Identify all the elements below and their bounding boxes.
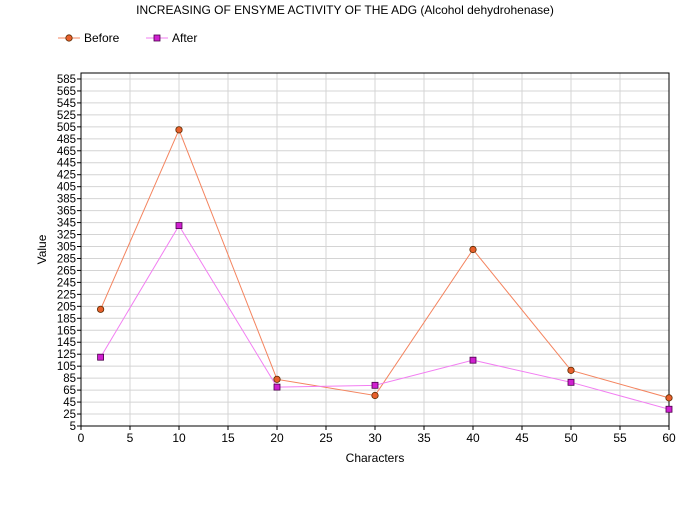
legend-marker-before (58, 34, 80, 42)
y-tick-label: 145 (57, 337, 76, 349)
y-tick-label: 305 (57, 242, 76, 254)
y-tick-label: 125 (57, 349, 76, 361)
y-tick-label: 185 (57, 313, 76, 325)
y-tick-label: 445 (57, 158, 76, 170)
x-tick-label: 35 (417, 431, 431, 445)
chart-title: INCREASING OF ENSYME ACTIVITY OF THE ADG… (136, 3, 554, 17)
data-point (567, 366, 575, 374)
x-tick-label: 20 (270, 431, 284, 445)
y-tick-label: 165 (57, 325, 76, 337)
x-tick-label: 55 (613, 431, 627, 445)
x-tick-label: 45 (515, 431, 529, 445)
y-tick-label: 425 (57, 170, 76, 182)
y-tick-label: 485 (57, 134, 76, 146)
data-point (665, 394, 673, 402)
data-point (371, 391, 379, 400)
y-tick-label: 65 (63, 385, 76, 397)
x-tick-label: 15 (221, 431, 235, 445)
data-point (371, 381, 379, 389)
x-tick-label: 60 (662, 431, 676, 445)
x-tick-label: 0 (78, 431, 85, 445)
y-tick-label: 265 (57, 265, 76, 277)
data-point (567, 378, 575, 386)
data-point (175, 222, 183, 229)
y-tick-label: 45 (63, 397, 76, 409)
data-point (665, 405, 673, 413)
x-tick-label: 10 (172, 431, 186, 445)
legend-label-before: Before (84, 31, 120, 45)
x-tick-label: 40 (466, 431, 480, 445)
legend-marker-after (146, 34, 168, 42)
x-tick-label: 30 (368, 431, 382, 445)
y-tick-label: 365 (57, 206, 76, 218)
x-axis: 0 5 10 15 20 25 30 35 40 45 50 55 60 (78, 426, 676, 445)
y-tick-label: 585 (57, 74, 76, 86)
series-before (97, 126, 673, 402)
y-tick-label: 465 (57, 146, 76, 158)
y-tick-label: 505 (57, 122, 76, 134)
x-tick-label: 25 (319, 431, 333, 445)
y-tick-label: 205 (57, 301, 76, 313)
data-point (469, 245, 477, 254)
y-tick-label: 405 (57, 182, 76, 194)
data-point (273, 383, 281, 391)
legend-label-after: After (172, 31, 198, 45)
y-tick-label: 25 (63, 409, 76, 421)
y-tick-label: 325 (57, 230, 76, 242)
y-tick-label: 245 (57, 277, 76, 289)
data-point (175, 126, 183, 134)
y-tick-label: 225 (57, 289, 76, 301)
y-tick-label: 345 (57, 218, 76, 230)
data-point (469, 356, 477, 364)
x-axis-label: Characters (346, 451, 405, 465)
y-tick-label: 105 (57, 361, 76, 373)
y-tick-label: 385 (57, 194, 76, 206)
y-tick-label: 5 (70, 421, 76, 433)
x-tick-label: 50 (564, 431, 578, 445)
y-tick-label: 545 (57, 98, 76, 110)
y-tick-label: 85 (63, 373, 76, 385)
data-point (273, 375, 281, 383)
data-point (97, 353, 104, 361)
y-axis-label: Value (35, 234, 49, 264)
y-axis: 5254565851051251451651852052252452652853… (57, 74, 81, 433)
y-tick-label: 285 (57, 253, 76, 265)
data-point (97, 305, 105, 313)
y-tick-label: 565 (57, 86, 76, 98)
y-tick-label: 525 (57, 110, 76, 122)
x-tick-label: 5 (127, 431, 134, 445)
series-after (97, 222, 673, 413)
